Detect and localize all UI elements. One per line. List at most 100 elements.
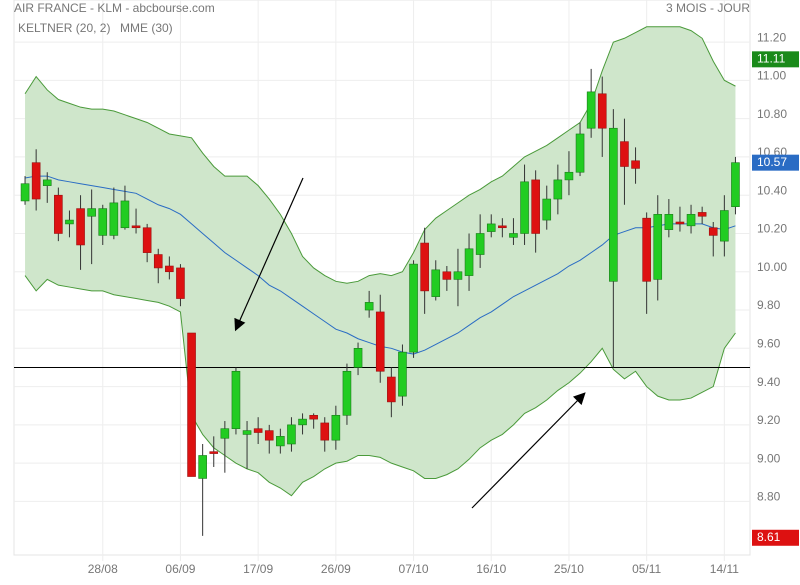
candle-body (320, 422, 330, 441)
y-tick-label: 8.80 (757, 490, 781, 504)
candle-body (409, 263, 418, 353)
candle-body (42, 179, 52, 186)
candle-body (597, 93, 607, 129)
candle-body (198, 455, 207, 479)
y-tick-label: 9.40 (757, 375, 781, 389)
candle-body (664, 214, 674, 230)
period: 3 MOIS - JOUR (666, 1, 750, 15)
candle-body (531, 179, 540, 234)
candle-body (220, 428, 230, 439)
candle-body (187, 332, 196, 477)
price-tag (752, 154, 799, 171)
candle-body (109, 202, 119, 236)
candle-body (420, 242, 429, 292)
candle-body (65, 219, 74, 225)
x-tick-label: 14/11 (710, 562, 739, 576)
candle-body (153, 254, 163, 269)
legend-mme: MME (30) (120, 21, 173, 35)
x-tick-label: 16/10 (476, 562, 506, 576)
candle-body (653, 214, 663, 280)
annotation-arrow (234, 177, 304, 332)
x-tick-label: 17/09 (243, 562, 273, 576)
x-tick-label: 25/10 (554, 562, 584, 576)
y-tick-label: 9.00 (757, 451, 781, 465)
chart-title: AIR FRANCE - KLM - abcbourse.com (14, 1, 215, 15)
candle-body (686, 214, 696, 227)
candle-body (609, 127, 618, 282)
candle-body (464, 248, 474, 276)
candle-body (431, 269, 441, 297)
x-tick-label: 07/10 (399, 562, 429, 576)
keltner-lower (24, 275, 736, 497)
candle-body (442, 271, 452, 280)
candle-body (642, 217, 651, 282)
plot-frame (13, 0, 751, 556)
candle-body (87, 208, 96, 217)
candle-body (264, 430, 274, 441)
price-tag (752, 529, 799, 546)
candle-body (520, 181, 529, 234)
candle-body (387, 376, 396, 403)
x-tick-label: 26/09 (321, 562, 351, 576)
candle-body (31, 162, 41, 200)
candle-body (509, 233, 518, 238)
y-tick-label: 10.40 (757, 183, 787, 197)
price-tag-label: 11.11 (757, 51, 786, 65)
candle-body (131, 225, 141, 229)
candle-body (142, 227, 152, 253)
candle-body (553, 179, 563, 200)
candle-body (353, 348, 363, 368)
candle-body (165, 265, 174, 273)
candle-body (575, 133, 585, 173)
y-tick-label: 10.00 (757, 260, 787, 274)
candle-body (398, 351, 407, 397)
price-tag-label: 10.57 (757, 155, 787, 169)
candle-body (209, 451, 219, 454)
x-tick-label: 28/08 (88, 562, 118, 576)
candle-body (453, 271, 463, 280)
y-tick-label: 9.20 (757, 413, 781, 427)
keltner-upper (24, 26, 736, 284)
plot: 8.80 9.00 9.20 9.40 9.60 9.80 10.00 10.20 10.40 1… (13, 0, 787, 576)
y-tick-label: 9.80 (757, 298, 781, 312)
candle-body (309, 414, 318, 420)
candle-body (620, 141, 629, 167)
candle-body (375, 311, 385, 372)
candle-body (586, 91, 596, 129)
candle-body (331, 414, 341, 441)
candle-body (731, 162, 740, 207)
candle-body (542, 198, 552, 221)
candle-body (631, 160, 640, 169)
y-tick-label: 9.60 (757, 336, 781, 350)
candle-body (564, 171, 574, 181)
legend-keltner: KELTNER (20, 2) (18, 21, 110, 35)
annotation-arrow (471, 392, 586, 509)
candle-body (98, 208, 108, 236)
candle-body (342, 370, 352, 416)
y-tick-label: 10.20 (757, 222, 787, 236)
candle-body (20, 183, 30, 202)
price-tag (752, 51, 799, 68)
candle-body (231, 370, 241, 429)
candle-body (475, 233, 485, 255)
candle-body (697, 212, 707, 217)
candle-body (54, 194, 63, 234)
candle-body (287, 424, 296, 445)
candle-body (76, 208, 85, 246)
candle-body (242, 430, 252, 435)
y-tick-label: 11.20 (757, 30, 786, 44)
candle-body (498, 225, 507, 229)
x-tick-label: 05/11 (632, 562, 661, 576)
candle-body (364, 302, 374, 311)
candle-body (720, 210, 729, 242)
candle-body (298, 418, 307, 426)
candle-body (675, 221, 685, 225)
price-tag-label: 8.61 (757, 530, 781, 544)
candle-body (176, 267, 185, 299)
candle-body (120, 200, 130, 229)
candle-body (276, 436, 285, 447)
candle-body (708, 227, 718, 236)
y-tick-label: 11.00 (757, 69, 786, 83)
candle-body (253, 428, 263, 433)
